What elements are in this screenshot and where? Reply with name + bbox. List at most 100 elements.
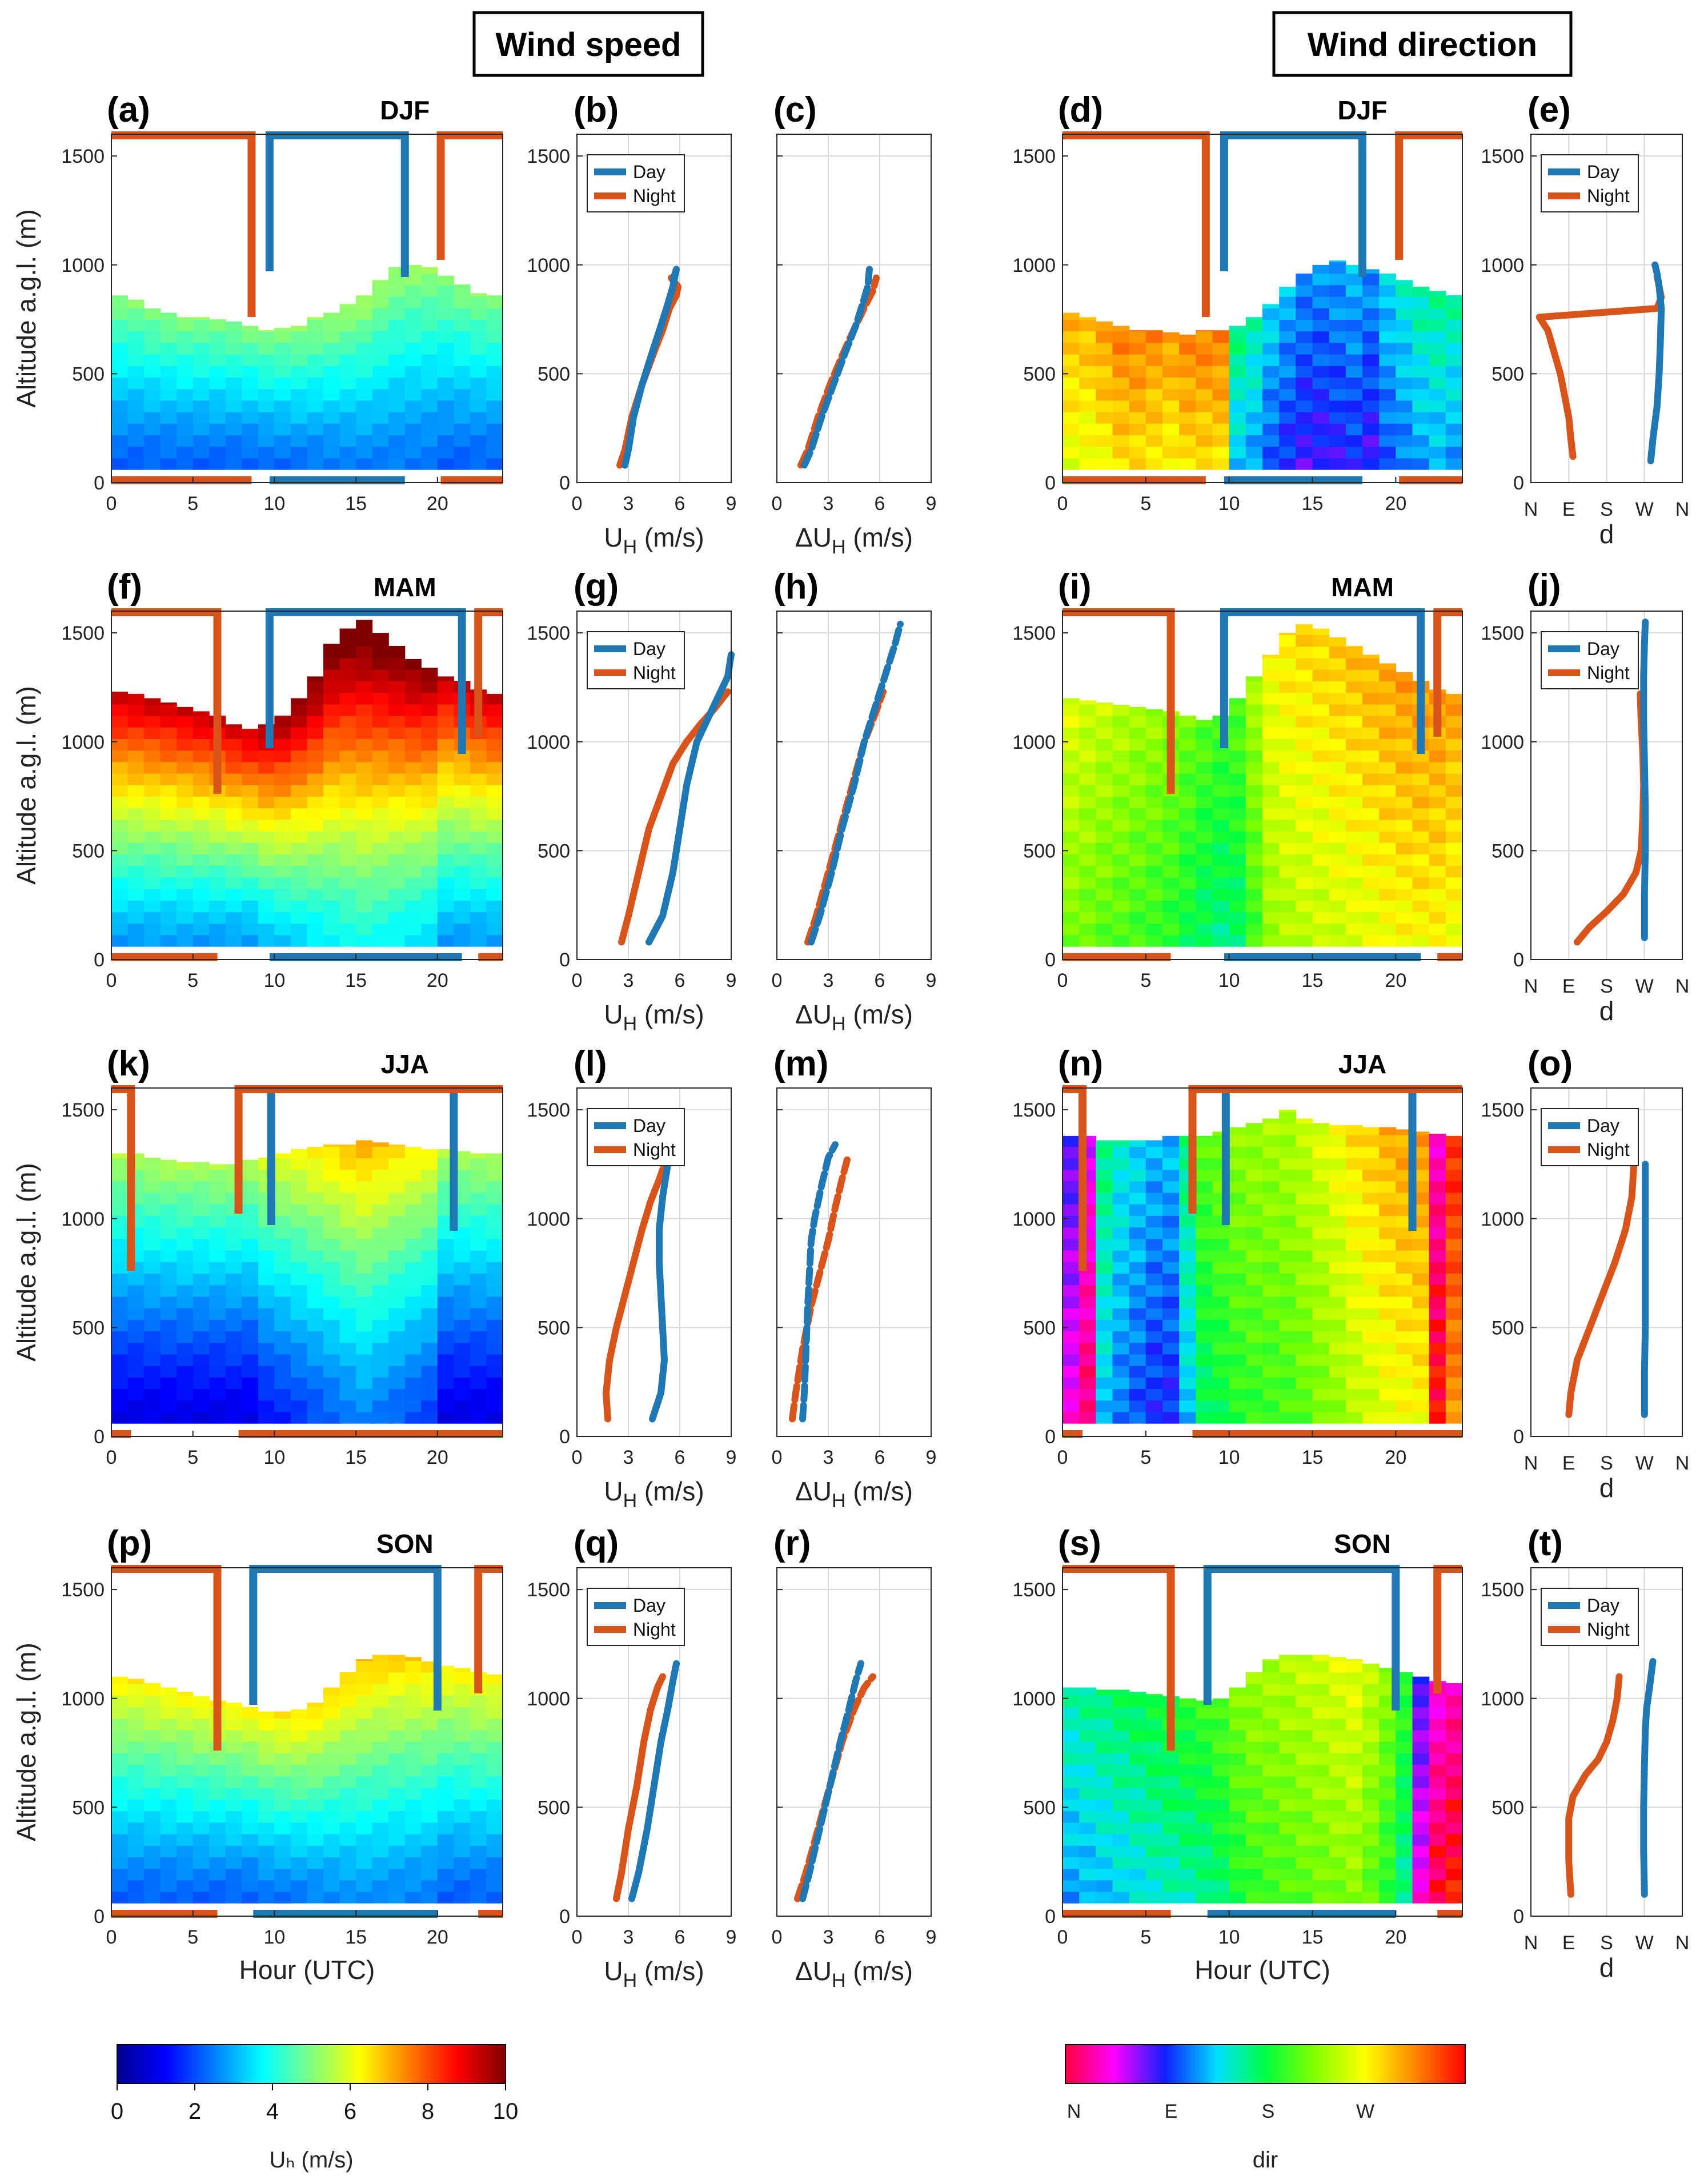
heatmap-cell <box>1362 1262 1380 1274</box>
heatmap-cell <box>1196 1833 1213 1846</box>
heatmap-cell <box>274 435 291 447</box>
heatmap-cell <box>193 446 210 459</box>
heatmap-cell <box>1162 1262 1180 1274</box>
heatmap-cell <box>1196 1238 1213 1251</box>
heatmap-cell <box>1345 388 1363 401</box>
heatmap-cell <box>1212 354 1230 366</box>
heatmap-cell <box>225 354 242 366</box>
heatmap-cell <box>1429 366 1446 378</box>
x-tick-label: 0 <box>1057 970 1068 991</box>
heatmap-cell <box>1412 923 1430 936</box>
heatmap-cell <box>1196 773 1213 785</box>
heatmap-cell <box>404 796 422 809</box>
heatmap-cell <box>111 1319 129 1332</box>
heatmap-cell <box>1279 1764 1296 1777</box>
heatmap-cell <box>127 1273 145 1286</box>
heatmap-cell <box>388 912 406 924</box>
heatmap-cell <box>1212 457 1230 470</box>
heatmap-cell <box>1245 692 1263 705</box>
heatmap-cell <box>1262 692 1280 705</box>
heatmap-cell <box>1345 808 1363 820</box>
y-tick-label: 500 <box>538 1797 570 1818</box>
heatmap-cell <box>356 900 373 913</box>
heatmap-cell <box>454 1181 471 1193</box>
heatmap-cell <box>1063 773 1080 785</box>
heatmap-cell <box>1145 716 1163 728</box>
heatmap-cell <box>160 1227 177 1239</box>
heatmap-cell <box>1312 1833 1330 1846</box>
heatmap-cell <box>307 354 324 366</box>
heatmap-cell <box>339 1695 356 1708</box>
heatmap-cell <box>1345 1400 1363 1412</box>
heatmap-cell <box>388 1284 406 1297</box>
heatmap-cell <box>454 1366 471 1378</box>
heatmap-cell <box>1279 1411 1296 1424</box>
heatmap-cell <box>437 831 454 843</box>
heatmap-cell <box>1362 319 1380 332</box>
heatmap-cell <box>1345 457 1363 470</box>
heatmap-cell <box>437 1331 454 1343</box>
heatmap-cell <box>127 1679 145 1684</box>
x-tick-label: N <box>1675 499 1690 520</box>
heatmap-cell <box>372 388 389 401</box>
heatmap-cell <box>339 1880 356 1892</box>
heatmap-cell <box>388 1868 406 1881</box>
x-tick-label: E <box>1562 975 1575 997</box>
heatmap-cell <box>437 1810 454 1823</box>
heatmap-cell <box>209 1204 226 1216</box>
heatmap-cell <box>1112 1845 1130 1857</box>
legend-day-label: Day <box>1587 162 1619 182</box>
heatmap-cell <box>1079 842 1096 855</box>
heatmap-cell <box>421 785 438 797</box>
heatmap-cell <box>1245 1707 1263 1719</box>
heatmap-cell <box>1129 1181 1146 1193</box>
heatmap-cell <box>1262 1342 1280 1355</box>
heatmap-cell <box>356 1238 373 1251</box>
heatmap-cell <box>421 1891 438 1904</box>
x-tick-label: 10 <box>1218 493 1240 515</box>
heatmap-cell <box>1279 819 1296 832</box>
heatmap-cell <box>1196 435 1213 447</box>
night-bracket-left <box>1063 608 1175 794</box>
heatmap-cell <box>470 1799 487 1812</box>
heatmap-cell <box>1162 1788 1180 1800</box>
heatmap-cell <box>1212 889 1230 901</box>
heatmap-cell <box>1096 446 1113 459</box>
heatmap-cell <box>388 1366 406 1378</box>
x-axis-label: ΔUH (m/s) <box>795 999 913 1035</box>
heatmap-cell <box>225 457 242 470</box>
heatmap-cell <box>356 1764 373 1777</box>
heatmap-cell <box>1329 877 1346 889</box>
heatmap-cell <box>1279 854 1296 866</box>
heatmap-cell <box>323 1331 340 1343</box>
heatmap-cell <box>1329 889 1346 901</box>
heatmap-cell <box>1196 900 1213 913</box>
heatmap-cell <box>1312 1695 1330 1708</box>
heatmap-cell <box>356 1659 373 1661</box>
heatmap-cell <box>1245 1342 1263 1355</box>
heatmap-cell <box>470 1822 487 1834</box>
heatmap-cell <box>242 1296 259 1308</box>
heatmap-cell <box>193 1718 210 1731</box>
heatmap-cell <box>388 900 406 913</box>
heatmap-cell <box>1079 388 1096 401</box>
heatmap-cell <box>1245 1810 1263 1823</box>
heatmap-cell <box>1129 889 1146 901</box>
panel-label: (o) <box>1527 1044 1573 1083</box>
heatmap-cell <box>1362 669 1380 681</box>
heatmap-cell <box>1429 1753 1446 1765</box>
heatmap-cell <box>1162 1354 1180 1366</box>
heatmap-cell <box>1429 423 1446 436</box>
heatmap-cell <box>404 750 422 762</box>
y-tick-label: 1000 <box>61 1688 105 1710</box>
night-series-line <box>1565 1673 1623 1898</box>
heatmap-cell <box>291 331 308 343</box>
heatmap-cell <box>225 808 242 820</box>
heatmap-cell <box>1145 1284 1163 1297</box>
heatmap-cell <box>1063 1411 1080 1424</box>
heatmap-cell <box>1329 750 1346 762</box>
heatmap-cell <box>193 1764 210 1777</box>
heatmap-cell <box>372 1181 389 1193</box>
heatmap-cell <box>404 669 422 681</box>
